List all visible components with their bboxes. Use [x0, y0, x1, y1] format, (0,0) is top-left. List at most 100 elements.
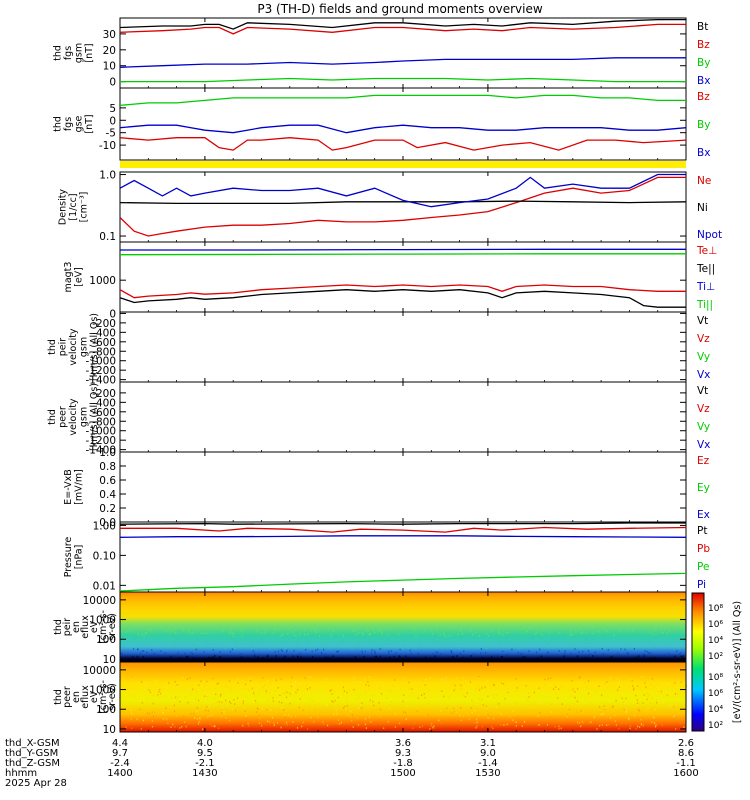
y-axis-title-line: velocity: [68, 328, 79, 366]
legend-Vt: Vt: [697, 385, 708, 397]
y-axis-title-line: eV: [89, 690, 100, 703]
x-tick-label: -1.4: [478, 758, 498, 769]
plot-title: P3 (TH-D) fields and ground moments over…: [257, 2, 542, 16]
x-tick-label: 1500: [390, 768, 415, 779]
y-axis-title-line: gsm: [73, 43, 84, 63]
y-tick-label: -600: [92, 407, 116, 419]
y-axis-title-line: [nT]: [84, 43, 95, 62]
legend-Pi: Pi: [697, 579, 706, 591]
y-tick-label: -600: [92, 337, 116, 349]
y-axis-title-line: [eV]: [73, 267, 84, 287]
y-tick-label: -1200: [85, 435, 116, 447]
y-axis-title-line: thd: [53, 619, 64, 635]
x-tick-label: 1400: [107, 768, 132, 779]
y-tick-label: 100: [96, 634, 116, 646]
series-pressure-Pb: [120, 526, 687, 533]
spectrogram-peir_eflux: [120, 592, 686, 662]
panel-density: 1.0 0.1 Density [1/cc] [cm⁻³] Ne Ni Npot: [58, 170, 723, 243]
y-tick-label: -400: [92, 397, 116, 409]
x-row-label: thd_Z-GSM: [5, 758, 60, 769]
panel-fgs_gse: 50-5-10 thd fgs gse [nT] Bz By Bx: [52, 87, 710, 161]
spectrogram-peer_eflux: [120, 662, 686, 732]
series-temperature-Te||: [119, 253, 686, 256]
y-axis-title-line: peir: [62, 618, 73, 637]
y-tick-label: 1000: [89, 685, 116, 697]
y-axis-title-line: [nT]: [84, 114, 95, 133]
y-axis-title-line: Pressure: [63, 537, 74, 578]
y-axis-title-line: velocity: [68, 398, 79, 436]
date-label: 2025 Apr 28: [5, 778, 67, 789]
panel-peer_eflux: 10000 1000 100 10 thdpeerenefluxeV(cm²-s-sr-…: [53, 661, 687, 736]
series-fgs_gsm-Bz: [119, 23, 686, 35]
series-pressure-Pi: [119, 535, 687, 538]
legend-Ex: Ex: [697, 509, 710, 521]
legend-Ti||: Ti||: [696, 299, 713, 311]
series-density-Npot: [119, 173, 686, 208]
y-axis-title-line: thd: [53, 689, 64, 705]
x-tick-label: 9.7: [112, 748, 128, 759]
colorbar-label: [eV/(cm²-s-sr-eV)] (All Qs): [732, 601, 743, 723]
y-axis-title-line: magt3: [63, 262, 74, 293]
x-tick-label: 8.6: [678, 748, 694, 759]
y-tick-label: -200: [92, 388, 116, 400]
y-axis-title-line: fgs: [63, 46, 74, 60]
x-tick-label: 9.0: [480, 748, 496, 759]
series-fgs_gsm-By: [120, 77, 686, 83]
y-axis-title-line: en: [71, 621, 82, 633]
legend-Ni: Ni: [697, 202, 708, 214]
legend-Bt: Bt: [697, 21, 708, 33]
panel-pressure: 1.00 0.10 0.01 Pressure [nPa] Pt Pb Pe Pi: [63, 520, 710, 593]
legend-Te||: Te||: [696, 263, 715, 275]
y-tick-label: -10: [99, 140, 116, 152]
panel-frame: [119, 311, 687, 383]
quality-flag-bar: [120, 161, 686, 168]
x-tick-label: 1530: [475, 768, 500, 779]
panel-peir_velocity: 0-200-400-600-800-1000-1200-1400 thd peir v…: [47, 308, 710, 386]
panel-frame: [119, 241, 687, 313]
legend-Ez: Ez: [697, 455, 710, 467]
x-tick-label: -1.1: [676, 758, 696, 769]
panel-fgs_gsm: 30 20 10 0 thd fgs gsm [nT] Bt Bz By Bx: [52, 17, 710, 89]
x-tick-label: 1600: [673, 768, 698, 779]
y-axis-title-line: thd: [52, 116, 63, 132]
y-axis-title-line: gse: [73, 115, 84, 132]
legend-Bx: Bx: [697, 147, 710, 159]
legend-Te⊥: Te⊥: [696, 245, 717, 257]
y-tick-label: -1400: [85, 445, 116, 457]
panel-peir_eflux: 10000 1000 100 10 thdpeirenefluxeV(cm²-s-sr-…: [53, 591, 687, 666]
colorbar-tick: 10⁸: [708, 673, 723, 683]
series-fgs_gse-Bz: [119, 137, 687, 151]
panel-temperature: 1000 magt3 [eV] Te⊥ Te|| Ti⊥ Ti||: [63, 241, 717, 313]
y-axis-title-line: [cm⁻³]: [79, 192, 90, 223]
panel-efield: 1.0 0.8 0.6 0.4 0.2 0.0 E=-VxB [mV/m] Ez Ey Ex: [63, 447, 710, 529]
spectrogram-texture: [122, 676, 687, 730]
colorbar-tick: 10⁴: [708, 705, 723, 715]
y-axis-title-line: Density: [58, 189, 69, 225]
legend-Npot: Npot: [697, 229, 722, 241]
legend-Vx: Vx: [697, 439, 710, 451]
y-tick-label: -200: [92, 318, 116, 330]
x-tick-label: -2.1: [195, 758, 215, 769]
y-tick-label: -5: [106, 128, 116, 140]
series-temperature-Te⊥: [120, 248, 686, 251]
y-tick-label: -800: [92, 346, 116, 358]
y-axis-title-line: fgs: [63, 117, 74, 131]
legend-By: By: [697, 57, 710, 69]
colorbar-tick: 10⁶: [708, 689, 723, 699]
y-tick-label: -1400: [85, 375, 116, 387]
x-tick-label: 4.0: [197, 738, 213, 749]
y-axis-title-line: eV: [89, 620, 100, 633]
spectrogram-texture: [120, 623, 687, 664]
legend-Ey: Ey: [697, 482, 710, 494]
legend-Ne: Ne: [697, 175, 711, 187]
y-tick-label: 10: [103, 654, 116, 666]
y-tick-label: 0.4: [99, 489, 116, 501]
legend-Vz: Vz: [697, 333, 710, 345]
x-row-label: hhmm: [5, 768, 37, 779]
y-tick-label: 0.01: [93, 580, 116, 592]
legend-Vx: Vx: [697, 369, 710, 381]
legend-Pb: Pb: [697, 543, 710, 555]
series-density-Ne: [119, 176, 686, 237]
y-axis-title-line: [mV/m]: [73, 469, 84, 505]
